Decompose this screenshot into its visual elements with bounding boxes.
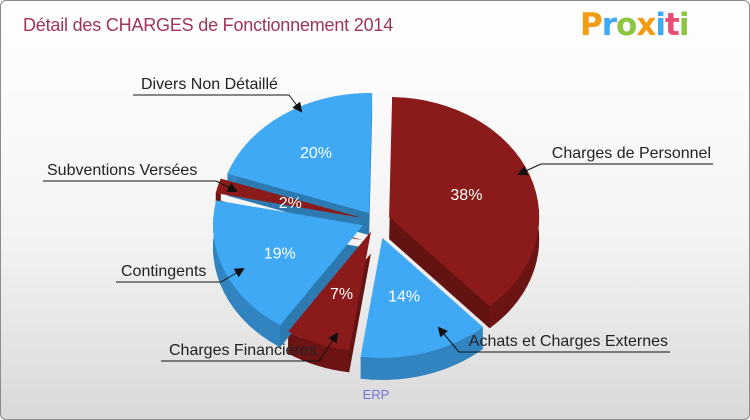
logo-letter: i — [678, 7, 690, 43]
leader-arrow-divers — [288, 94, 303, 113]
leader-arrow-personnel — [517, 163, 542, 176]
logo-letter: t — [664, 7, 680, 43]
slice-edge-contingents — [213, 200, 281, 348]
proxiti-logo: Proxiti — [580, 5, 692, 45]
logo-letter: o — [616, 7, 637, 43]
category-label-achats: Achats et Charges Externes — [469, 333, 668, 350]
logo-letter: r — [601, 7, 617, 43]
slice-edge-financieres — [288, 331, 350, 373]
category-label-financieres: Charges Financières — [169, 342, 317, 359]
slice-financieres — [288, 231, 371, 351]
leader-arrow-subventions — [215, 180, 238, 192]
pct-label-financieres: 7% — [330, 286, 353, 303]
slice-subventions — [215, 178, 363, 218]
leader-arrow-achats — [437, 326, 460, 353]
slice-contingents — [213, 200, 364, 326]
leader-arrow-contingents — [220, 267, 245, 283]
logo-letter: P — [580, 7, 603, 43]
leader-arrow-financieres — [318, 332, 339, 362]
logo-letter: i — [655, 7, 666, 43]
pct-label-personnel: 38% — [450, 187, 482, 204]
slice-divers — [227, 93, 373, 214]
pct-label-divers: 20% — [300, 145, 332, 162]
slice-personnel — [389, 97, 540, 307]
slice-edge-achats — [360, 326, 483, 380]
category-label-subventions: Subventions Versées — [47, 162, 197, 179]
slice-achats — [360, 237, 483, 358]
chart-footer: ERP — [362, 387, 390, 402]
chart-title: Détail des CHARGES de Fonctionnement 201… — [23, 15, 394, 35]
pct-label-achats: 14% — [388, 288, 420, 305]
category-label-personnel: Charges de Personnel — [552, 145, 711, 162]
logo-letter: x — [636, 7, 656, 43]
category-label-contingents: Contingents — [121, 263, 206, 280]
category-label-divers: Divers Non Détaillé — [141, 76, 278, 93]
pct-label-subventions: 2% — [279, 195, 302, 212]
pct-label-contingents: 19% — [264, 246, 296, 263]
